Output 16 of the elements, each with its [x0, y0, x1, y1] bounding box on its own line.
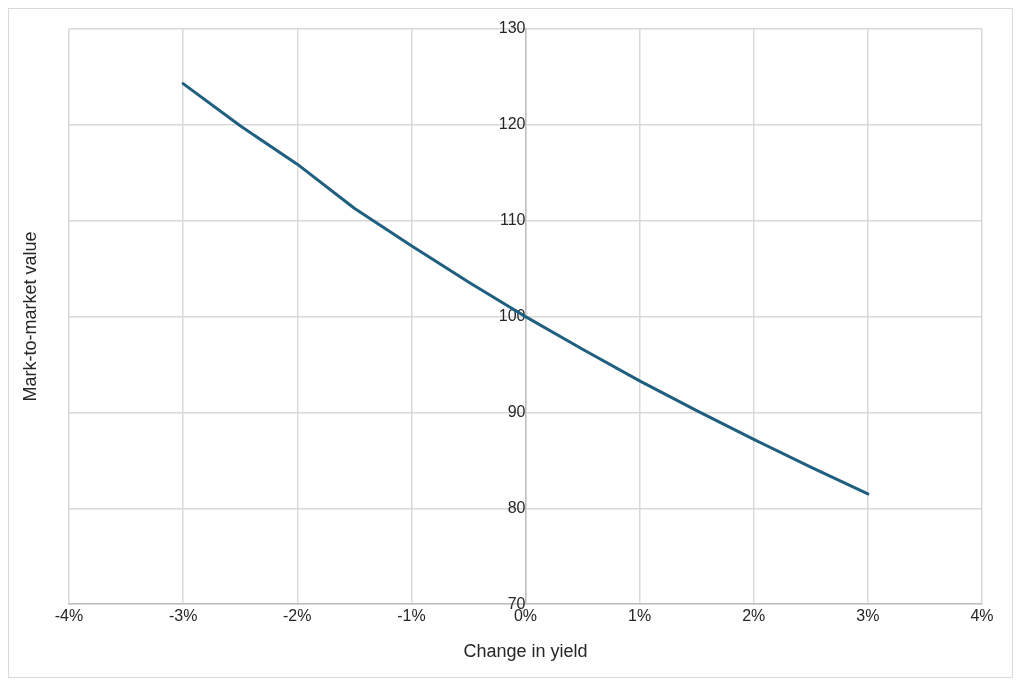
- x-tick-label: -2%: [283, 607, 312, 625]
- x-tick-label: 2%: [742, 607, 766, 625]
- x-tick-label: 4%: [970, 607, 994, 625]
- x-tick-label: 3%: [856, 607, 880, 625]
- x-tick-label: 1%: [628, 607, 652, 625]
- x-axis-title: Change in yield: [463, 641, 588, 662]
- y-tick-label: 80: [507, 498, 526, 516]
- y-tick-label: 90: [507, 402, 526, 420]
- x-tick-label: -4%: [54, 607, 84, 625]
- y-tick-label: 130: [498, 19, 526, 37]
- y-tick-label: 110: [499, 211, 526, 229]
- x-tick-label: 0%: [513, 607, 538, 625]
- x-tick-label: -1%: [397, 607, 426, 625]
- y-tick-label: 120: [498, 115, 526, 133]
- x-tick-label: -3%: [168, 607, 198, 625]
- y-axis-title: Mark-to-market value: [19, 231, 40, 402]
